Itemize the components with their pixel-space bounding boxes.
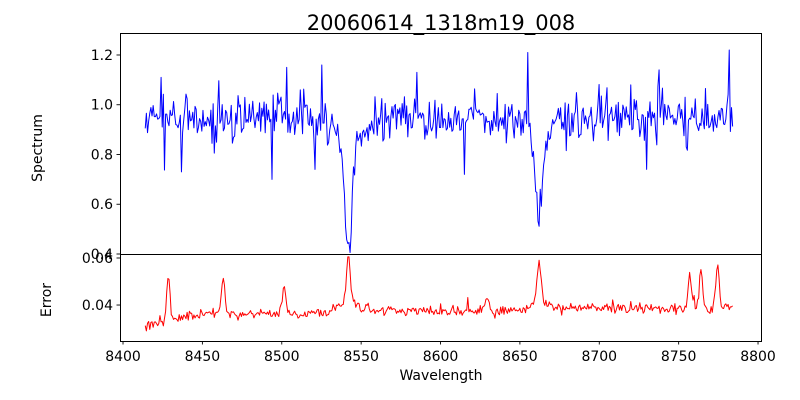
- error-line: [144, 256, 733, 332]
- x-tick-label: 8700: [581, 349, 617, 365]
- spectrum-y-tick-label: 0.6: [91, 197, 113, 213]
- error-panel-border: [120, 254, 762, 342]
- x-tick-label: 8600: [423, 349, 459, 365]
- spectrum-line: [144, 49, 734, 254]
- error-y-tick-label: 0.06: [82, 251, 113, 267]
- x-tick-label: 8750: [661, 349, 697, 365]
- x-tick-label: 8800: [740, 349, 776, 365]
- x-tick-label: 8550: [343, 349, 379, 365]
- error-y-tick-label: 0.04: [82, 298, 113, 314]
- x-axis-label: Wavelength: [399, 368, 483, 384]
- spectrum-panel-border: [120, 33, 762, 255]
- spectrum-y-tick-label: 1.2: [91, 48, 113, 64]
- x-tick-label: 8500: [264, 349, 300, 365]
- x-tick-label: 8450: [185, 349, 221, 365]
- chart-title: 20060614_1318m19_008: [306, 11, 576, 35]
- x-tick-label: 8400: [105, 349, 141, 365]
- spectrum-y-tick-label: 0.8: [91, 147, 113, 163]
- x-tick-label: 8650: [502, 349, 538, 365]
- spectrum-y-tick-label: 1.0: [91, 98, 113, 114]
- spectrum-y-tick-label: 0.4: [91, 247, 113, 263]
